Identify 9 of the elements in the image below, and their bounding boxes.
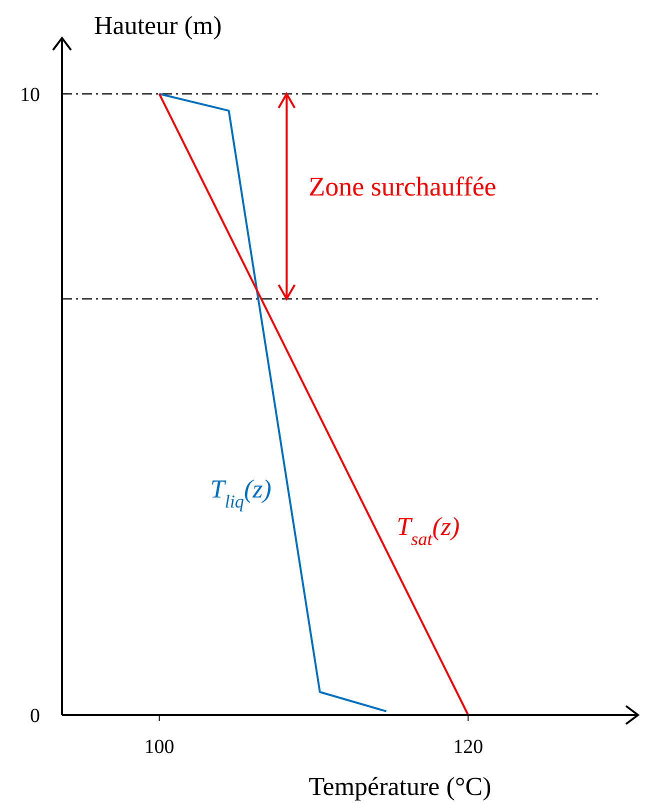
series-label: T$_{sat}$(z) bbox=[396, 512, 460, 549]
annotation: Zone surchauffée bbox=[308, 171, 496, 202]
x-tick-label: 100 bbox=[144, 736, 174, 758]
y-tick-label: 0 bbox=[30, 705, 40, 727]
y-axis-title: Hauteur (m) bbox=[94, 11, 222, 40]
x-tick-label: 120 bbox=[453, 736, 484, 758]
y-tick-label: 10 bbox=[20, 84, 40, 106]
x-axis-title: Température (°C) bbox=[308, 772, 492, 801]
series-label: T$_{liq}$(z) bbox=[210, 474, 272, 512]
